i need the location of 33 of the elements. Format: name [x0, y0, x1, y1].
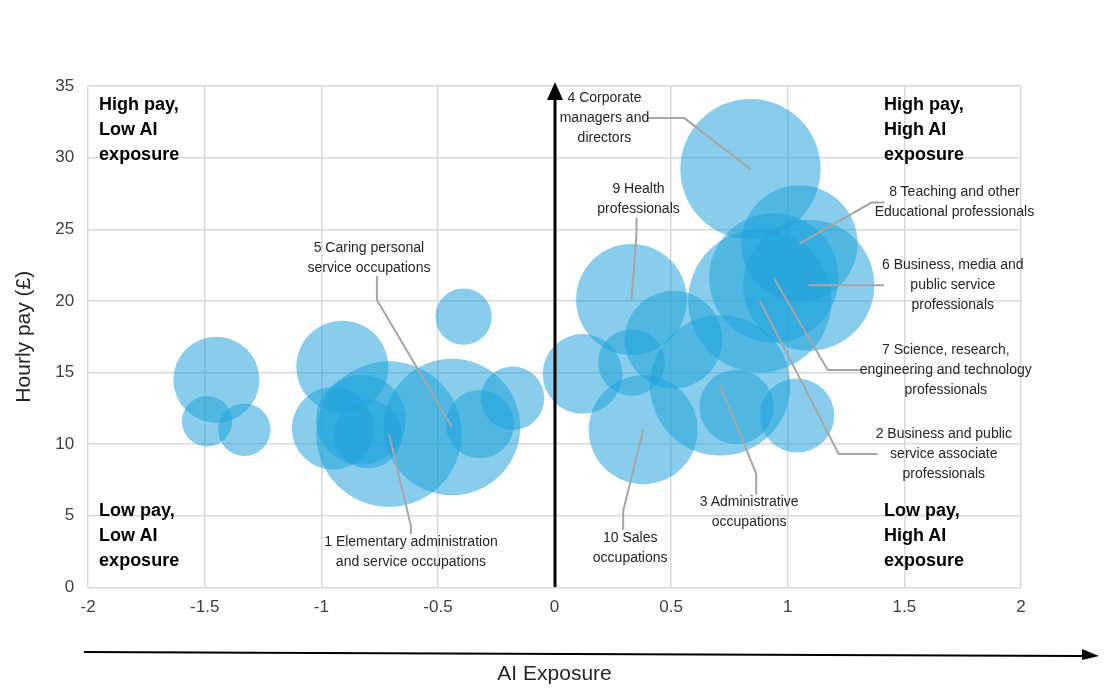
- y-tick-label: 35: [55, 75, 75, 95]
- x-tick-label: -0.5: [423, 597, 453, 617]
- x-tick-label: -1.5: [190, 597, 220, 617]
- annotation: Low pay, High AI exposure: [884, 500, 965, 571]
- annotation: High pay, High AI exposure: [884, 93, 965, 164]
- x-tick-label: -1: [313, 597, 329, 617]
- y-tick-label: 5: [64, 505, 75, 525]
- annotation: High pay, Low AI exposure: [99, 93, 180, 164]
- y-tick-label: 15: [55, 362, 75, 382]
- y-tick-label: 20: [55, 290, 75, 310]
- y-tick-label: 0: [64, 577, 75, 597]
- annotation: Low pay, Low AI exposure: [99, 500, 180, 571]
- annotation: 6 Business, media and public service professionals: [881, 255, 1024, 312]
- x-tick-label: 2: [1016, 597, 1026, 617]
- x-tick-label: 0: [549, 597, 560, 617]
- annotation: 10 Sales occupations: [592, 528, 668, 565]
- annotation: 3 Administrative occupations: [699, 493, 799, 530]
- annotation: 2 Business and public service associate professionals: [875, 424, 1012, 481]
- y-tick-label: 10: [55, 433, 75, 453]
- y-tick-label: 25: [55, 218, 75, 238]
- annotation: 1 Elementary administration and service occupations: [324, 532, 498, 569]
- x-axis-title: AI Exposure: [497, 661, 612, 685]
- annotation: 9 Health professionals: [597, 180, 680, 217]
- y-tick-label: 30: [55, 147, 75, 167]
- y-axis-title: Hourly pay (£): [11, 270, 35, 403]
- x-tick-label: -2: [80, 597, 96, 617]
- x-tick-label: 1.5: [892, 597, 917, 617]
- annotation: 8 Teaching and other Educational professionals: [874, 183, 1035, 220]
- x-tick-label: 1: [783, 597, 793, 617]
- annotation: 4 Corporate managers and directors: [559, 88, 650, 145]
- x-tick-label: 0.5: [659, 597, 683, 617]
- annotation: 5 Caring personal service occupations: [307, 238, 431, 275]
- annotation: 7 Science, research, engineering and technology professionals: [859, 340, 1032, 397]
